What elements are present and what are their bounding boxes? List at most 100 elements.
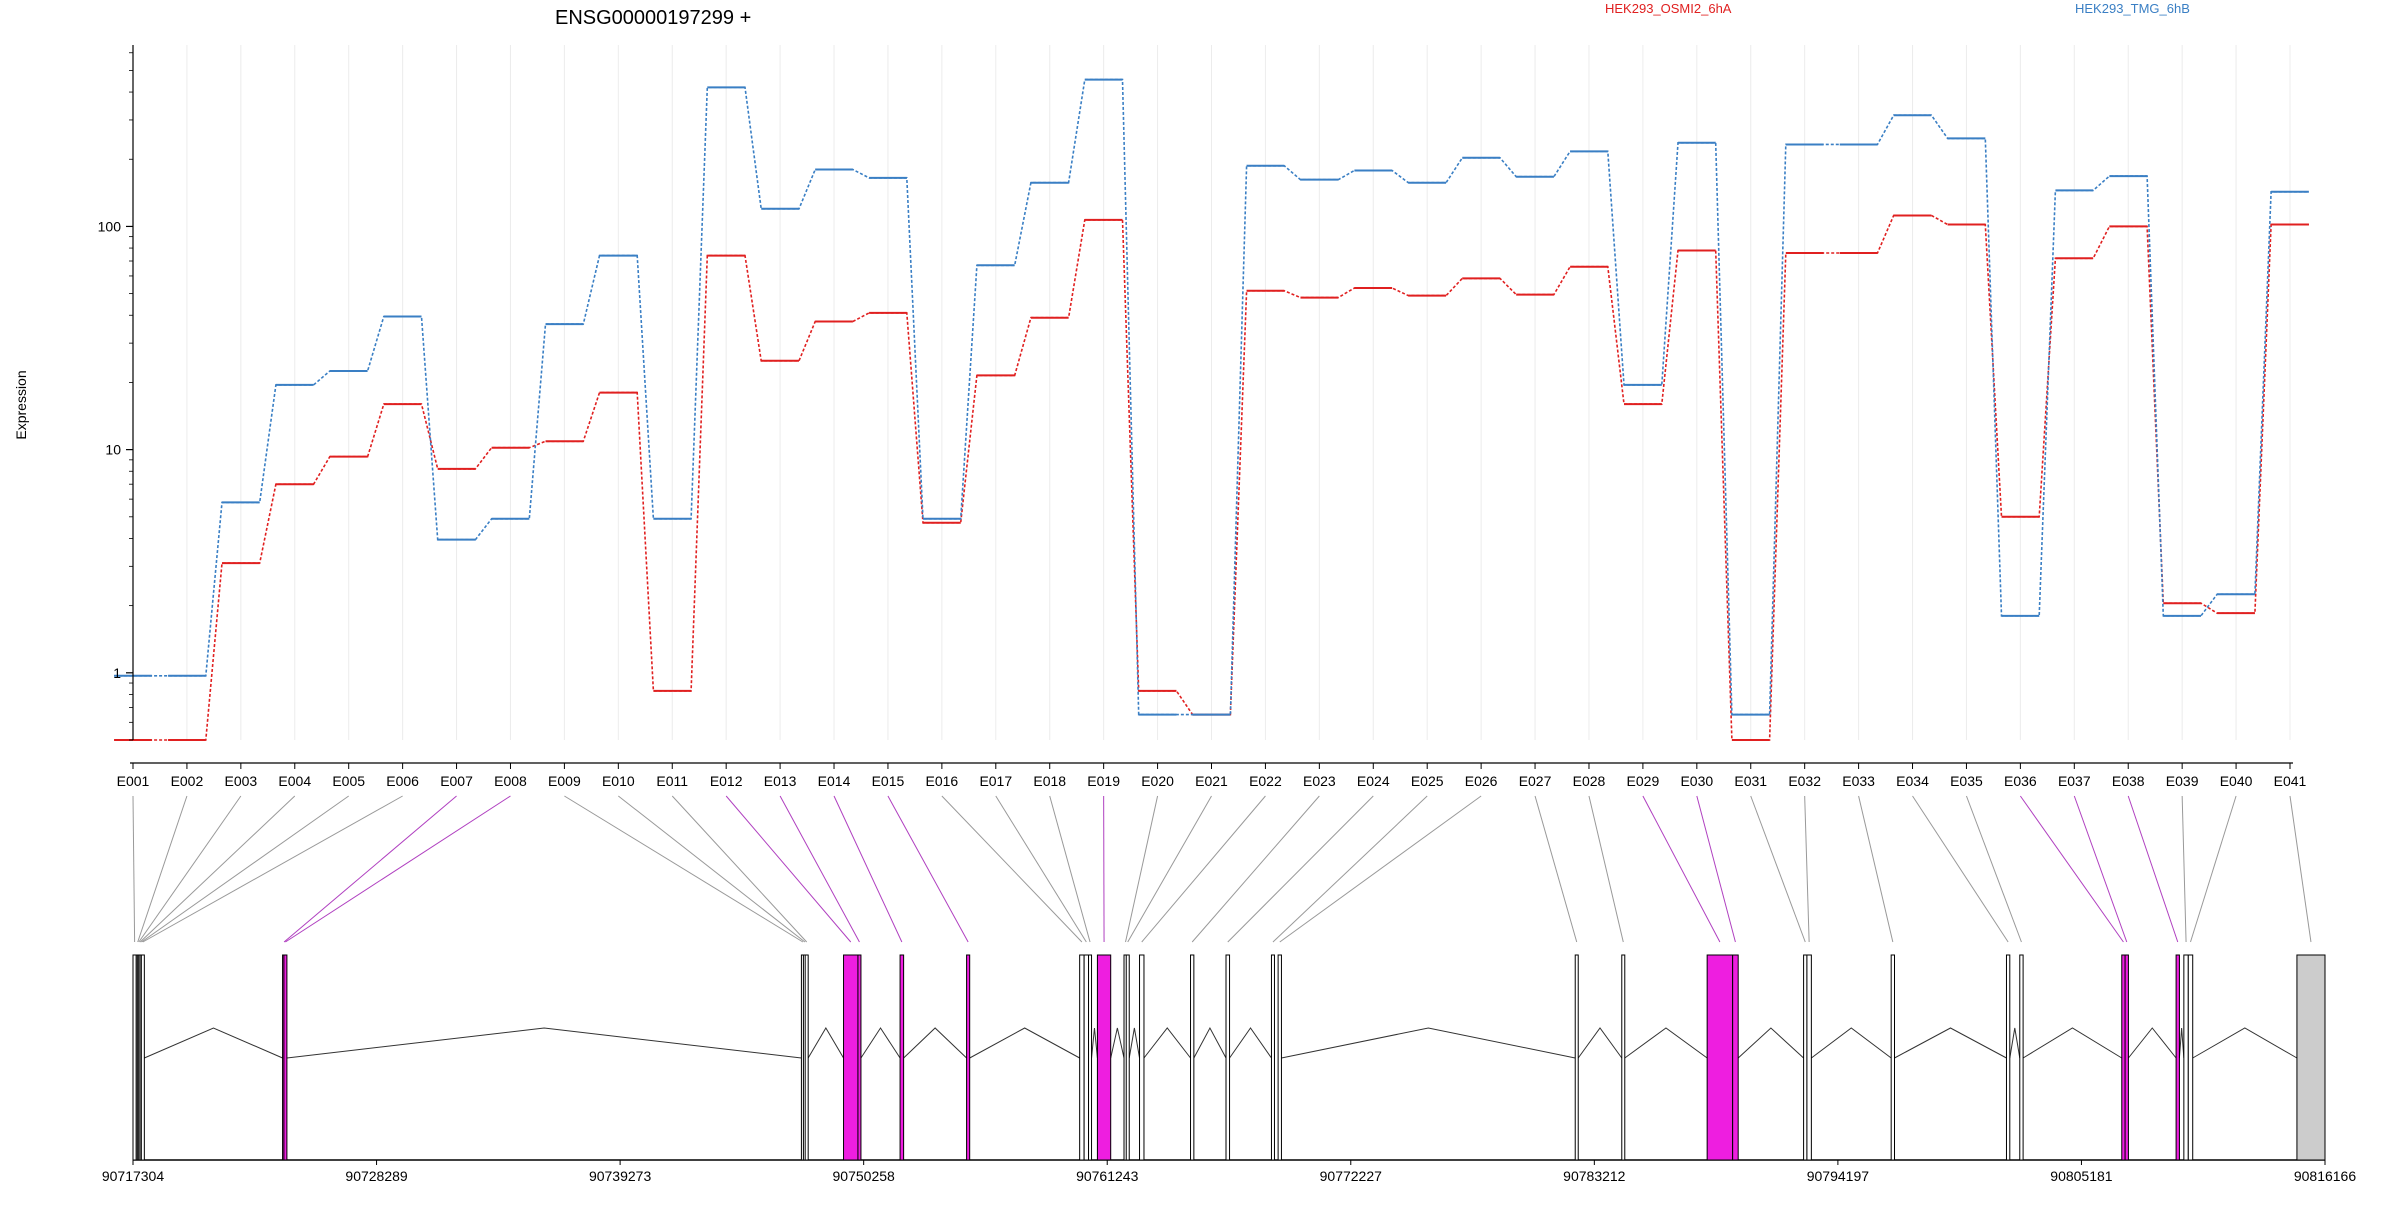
x-tick-label-E002: E002: [171, 773, 204, 789]
exon-E014: [900, 955, 904, 1160]
connector-E002: [138, 796, 187, 942]
exon-E021: [1126, 955, 1129, 1160]
exon-E038: [2176, 955, 2179, 1160]
legend-label-osmi2: HEK293_OSMI2_6hA: [1605, 1, 1732, 16]
intron-17: [1895, 1028, 2007, 1058]
connector-E014: [834, 796, 902, 942]
exon-E035: [2020, 955, 2023, 1160]
x-tick-label-E040: E040: [2220, 773, 2253, 789]
x-tick-label-E015: E015: [872, 773, 905, 789]
intron-9: [1144, 1028, 1191, 1058]
intron-16: [1811, 1028, 1891, 1058]
connector-E032: [1805, 796, 1809, 942]
intron-11: [1230, 1028, 1272, 1058]
x-tick-label-E031: E031: [1734, 773, 1767, 789]
x-tick-label-E013: E013: [764, 773, 797, 789]
connector-E039: [2182, 796, 2186, 942]
connector-E011: [672, 796, 806, 942]
exon-E030: [1733, 955, 1739, 1160]
x-tick-label-E032: E032: [1788, 773, 1821, 789]
y-tick-label-100: 100: [98, 218, 122, 234]
intron-19: [2023, 1028, 2122, 1058]
intron-21: [2179, 1028, 2183, 1058]
chart-title: ENSG00000197299 +: [555, 7, 751, 29]
x-tick-label-E025: E025: [1411, 773, 1444, 789]
intron-12: [1281, 1028, 1575, 1058]
x-tick-label-E041: E041: [2274, 773, 2307, 789]
x-tick-label-E014: E014: [818, 773, 851, 789]
connector-E006: [143, 796, 403, 942]
intron-0: [144, 1028, 282, 1058]
x-tick-label-E007: E007: [440, 773, 473, 789]
connector-E036: [2020, 796, 2123, 942]
x-tick-label-E012: E012: [710, 773, 743, 789]
x-tick-label-E010: E010: [602, 773, 635, 789]
exon-E017: [1084, 955, 1088, 1160]
x-tick-label-E004: E004: [278, 773, 311, 789]
exon-E011: [805, 955, 808, 1160]
connector-E021: [1128, 796, 1212, 942]
intron-7: [1111, 1028, 1124, 1058]
x-tick-label-E035: E035: [1950, 773, 1983, 789]
x-tick-label-E027: E027: [1519, 773, 1552, 789]
connector-E018: [1050, 796, 1090, 942]
x-tick-label-E020: E020: [1141, 773, 1174, 789]
coord-label-90761243: 90761243: [1076, 1168, 1139, 1184]
exon-E033: [1891, 955, 1894, 1160]
exon-E037: [2125, 955, 2128, 1160]
x-tick-label-E026: E026: [1465, 773, 1498, 789]
connector-E031: [1751, 796, 1806, 942]
connector-E015: [888, 796, 968, 942]
coord-label-90739273: 90739273: [589, 1168, 652, 1184]
x-tick-label-E030: E030: [1680, 773, 1713, 789]
exon-E012: [844, 955, 858, 1160]
y-axis-label: Expression: [13, 370, 29, 439]
connector-E033: [1859, 796, 1893, 942]
exon-E015: [967, 955, 970, 1160]
exon-E019: [1097, 955, 1110, 1160]
connector-E038: [2128, 796, 2178, 942]
connector-layer: [133, 796, 2311, 942]
connector-E001: [133, 796, 135, 942]
intron-22: [2193, 1028, 2297, 1058]
y-tick-label-1: 1: [113, 665, 121, 681]
exon-E027: [1575, 955, 1578, 1160]
connector-E017: [996, 796, 1087, 942]
intron-18: [2010, 1028, 2020, 1058]
exon-E008: [284, 955, 287, 1160]
coord-label-90783212: 90783212: [1563, 1168, 1626, 1184]
exon-E026: [1278, 955, 1281, 1160]
coord-label-90816166: 90816166: [2294, 1168, 2357, 1184]
connector-E028: [1589, 796, 1623, 942]
intron-2: [808, 1028, 843, 1058]
exon-E028: [1622, 955, 1625, 1160]
coord-label-90805181: 90805181: [2050, 1168, 2113, 1184]
connector-E026: [1280, 796, 1481, 942]
x-tick-label-E008: E008: [494, 773, 527, 789]
x-tick-label-E019: E019: [1087, 773, 1120, 789]
connector-E030: [1697, 796, 1736, 942]
intron-1: [287, 1028, 802, 1058]
x-tick-label-E006: E006: [386, 773, 419, 789]
grid-layer: [133, 45, 2290, 740]
connector-E005: [142, 796, 349, 942]
x-tick-label-E001: E001: [117, 773, 150, 789]
intron-5: [970, 1028, 1080, 1058]
x-tick-label-E029: E029: [1627, 773, 1660, 789]
intron-15: [1738, 1028, 1803, 1058]
x-tick-label-E009: E009: [548, 773, 581, 789]
intron-4: [904, 1028, 967, 1058]
exon-E006: [141, 955, 144, 1160]
exon-E013: [858, 955, 861, 1160]
exon-E041: [2297, 955, 2325, 1160]
x-tick-label-E018: E018: [1033, 773, 1066, 789]
x-tick-label-E028: E028: [1573, 773, 1606, 789]
x-tick-label-E024: E024: [1357, 773, 1390, 789]
x-tick-label-E023: E023: [1303, 773, 1336, 789]
exon-E040: [2188, 955, 2192, 1160]
exon-E016: [1080, 955, 1084, 1160]
coord-label-90794197: 90794197: [1807, 1168, 1870, 1184]
connector-E008: [285, 796, 510, 942]
legend-label-tmg: HEK293_TMG_6hB: [2075, 1, 2190, 16]
